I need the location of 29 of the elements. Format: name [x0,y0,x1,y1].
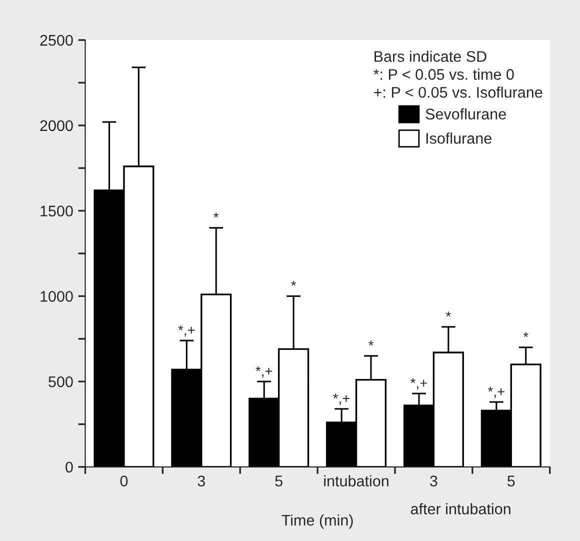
legend-label: Sevoflurane [426,108,506,120]
annotation: +: P < 0.05 vs. Isoflurane [374,86,542,98]
x-tick-label: 0 [120,476,128,486]
annotation: *,+ [178,325,195,337]
x-tick-label: 3 [198,476,205,486]
y-tick-label: 0 [66,462,73,473]
annotation: * [368,340,374,346]
legend-label: Isoflurane [426,132,492,144]
y-tick-label: 500 [48,376,73,388]
y-tick-label: 2000 [40,120,73,132]
x-axis-title: Time (min) [282,514,353,529]
text: after intubation [410,503,510,514]
annotation: *,+ [410,378,427,390]
y-tick-label: 1500 [40,206,73,216]
x-tick-label: 5 [507,476,515,486]
annotation: * [523,332,528,338]
annotation: * [291,280,296,286]
y-tick-label: 2500 [40,34,73,46]
annotation: *,+ [333,394,350,405]
annotation: *,+ [488,386,504,398]
annotation: *: P < 0.05 vs. time 0 [374,68,514,80]
x-tick-label: intubation [324,475,388,486]
annotation: *,+ [256,366,272,378]
annotation: * [446,312,451,317]
x-tick-label: 3 [430,476,438,486]
annotation: * [214,212,219,218]
x-tick-label: 5 [275,476,282,486]
y-tick-label: 1000 [40,291,73,302]
annotation: Bars indicate SD [374,50,486,62]
